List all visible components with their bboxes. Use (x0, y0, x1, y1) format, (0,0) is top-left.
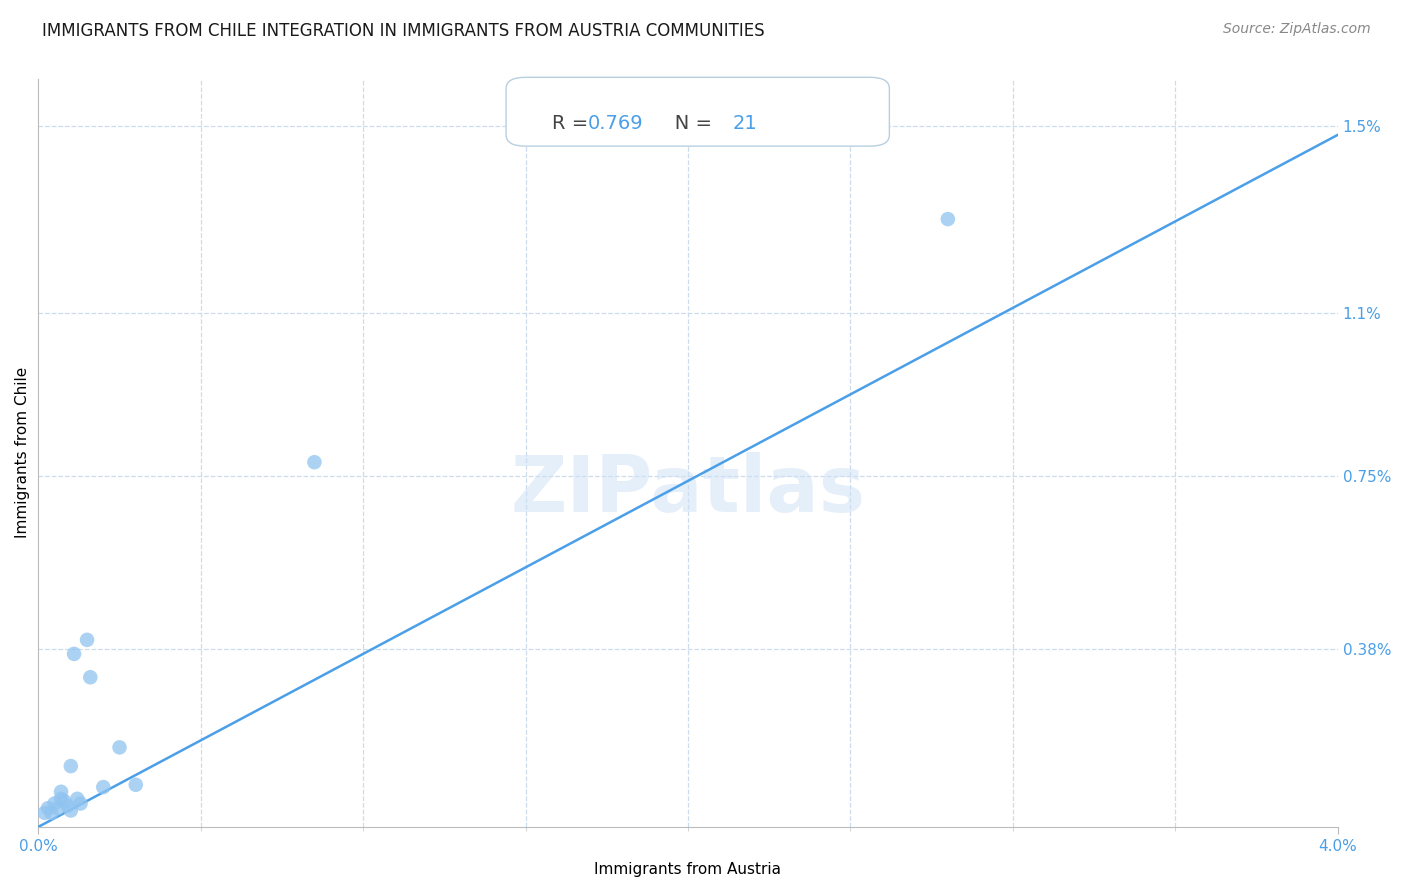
Point (46, 801, 69, 815)
Text: Source: ZipAtlas.com: Source: ZipAtlas.com (1223, 22, 1371, 37)
Y-axis label: Immigrants from Chile: Immigrants from Chile (15, 368, 30, 539)
Text: IMMIGRANTS FROM CHILE INTEGRATION IN IMMIGRANTS FROM AUSTRIA COMMUNITIES: IMMIGRANTS FROM CHILE INTEGRATION IN IMM… (42, 22, 765, 40)
Point (304, 455, 326, 469)
Point (79, 670, 101, 684)
FancyBboxPatch shape (506, 78, 890, 146)
Point (91, 780, 114, 794)
Point (44, 797, 66, 811)
Point (108, 740, 131, 755)
Point (37, 801, 59, 815)
Text: 21: 21 (733, 114, 756, 133)
Point (66, 792, 89, 806)
Point (59, 759, 82, 773)
Point (41, 805, 63, 820)
Point (34, 805, 56, 820)
Point (125, 778, 148, 792)
Text: N =: N = (655, 114, 717, 133)
Point (49, 785, 72, 799)
Point (936, 212, 959, 227)
Point (76, 632, 98, 647)
Point (53, 794, 76, 808)
Text: R =: R = (551, 114, 595, 133)
Point (63, 647, 86, 661)
X-axis label: Immigrants from Austria: Immigrants from Austria (595, 862, 782, 877)
Text: 0.769: 0.769 (588, 114, 644, 133)
Point (56, 798, 79, 813)
Text: ZIPatlas: ZIPatlas (510, 452, 866, 528)
Point (49, 792, 72, 806)
Point (59, 804, 82, 818)
Point (69, 797, 91, 811)
